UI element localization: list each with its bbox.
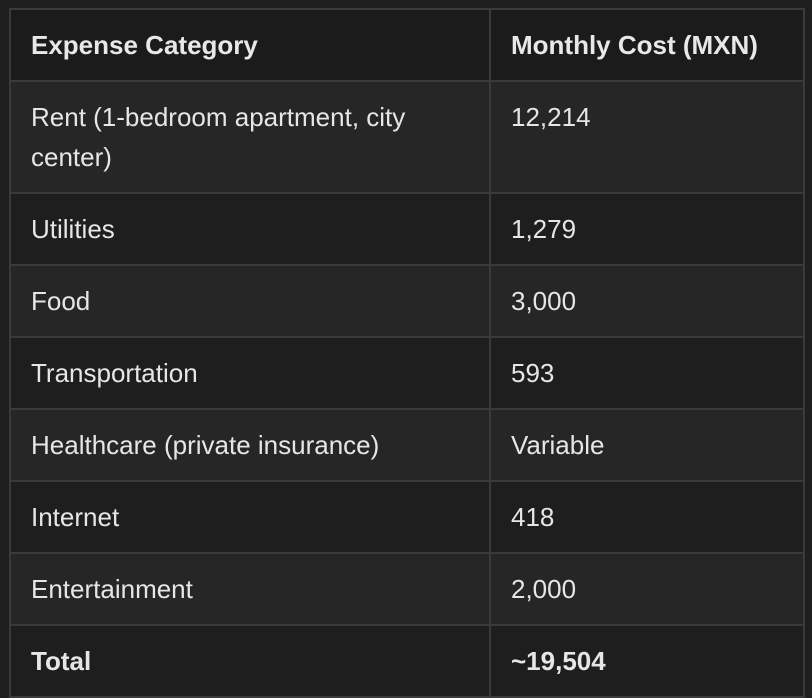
expense-table-container: Expense Category Monthly Cost (MXN) Rent… [9,8,805,698]
category-cell: Healthcare (private insurance) [9,408,491,482]
total-cost-cell: ~19,504 [489,624,805,698]
table-row: Utilities 1,279 [9,192,805,266]
table-row: Internet 418 [9,480,805,554]
table-row: Entertainment 2,000 [9,552,805,626]
table-header: Expense Category Monthly Cost (MXN) [9,8,805,82]
category-cell: Entertainment [9,552,491,626]
expense-table: Expense Category Monthly Cost (MXN) Rent… [9,8,805,698]
total-row: Total ~19,504 [9,624,805,698]
cost-cell: 12,214 [489,80,805,194]
header-row: Expense Category Monthly Cost (MXN) [9,8,805,82]
table-row: Healthcare (private insurance) Variable [9,408,805,482]
cost-cell: 1,279 [489,192,805,266]
table-row: Food 3,000 [9,264,805,338]
header-expense-category: Expense Category [9,8,491,82]
cost-cell: 2,000 [489,552,805,626]
cost-cell: 593 [489,336,805,410]
category-cell: Rent (1-bedroom apartment, city center) [9,80,491,194]
header-monthly-cost: Monthly Cost (MXN) [489,8,805,82]
table-row: Transportation 593 [9,336,805,410]
cost-cell: Variable [489,408,805,482]
table-row: Rent (1-bedroom apartment, city center) … [9,80,805,194]
category-cell: Utilities [9,192,491,266]
category-cell: Transportation [9,336,491,410]
cost-cell: 418 [489,480,805,554]
total-label-cell: Total [9,624,491,698]
category-cell: Food [9,264,491,338]
category-cell: Internet [9,480,491,554]
table-body: Rent (1-bedroom apartment, city center) … [9,80,805,698]
cost-cell: 3,000 [489,264,805,338]
